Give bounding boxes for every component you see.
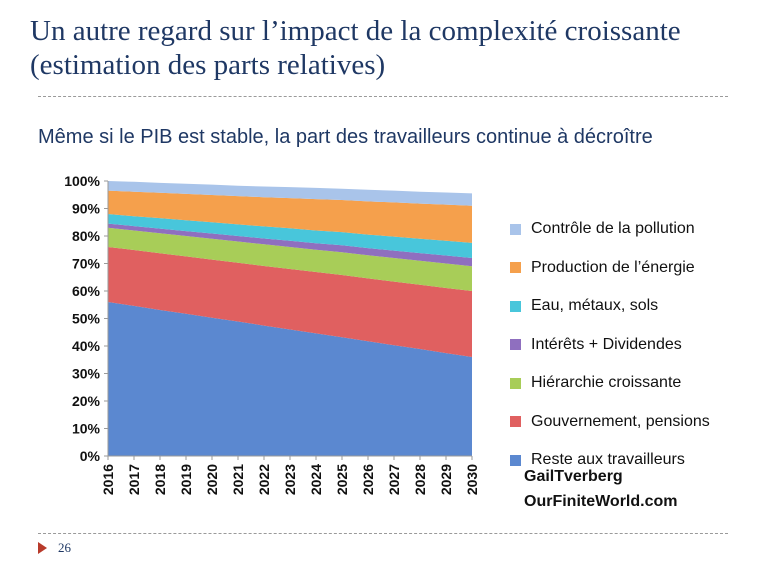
legend-entry: Gouvernement, pensions [510, 403, 760, 442]
legend-swatch [510, 223, 521, 235]
y-tick-label: 70% [72, 256, 101, 272]
x-tick-label: 2024 [308, 464, 324, 495]
page-number: 26 [58, 540, 71, 555]
y-tick-label: 0% [80, 448, 101, 464]
credit-author: GailTverberg [524, 468, 623, 485]
legend-entry: Eau, métaux, sols [510, 287, 760, 326]
axis-layer: 0% 10% 20% 30% 40% 50% 60% 70% 80% 90% 100% 2016 201… [64, 173, 480, 495]
y-tick-label: 90% [72, 201, 101, 217]
area-series-7 [108, 181, 472, 206]
area-layer [108, 181, 472, 456]
legend-label: Intérêts + Dividendes [531, 335, 682, 353]
x-tick-label: 2022 [256, 464, 272, 495]
footer-divider [38, 533, 728, 534]
y-tick-label: 40% [72, 338, 101, 354]
x-tick-label: 2023 [282, 464, 298, 495]
x-tick-label: 2027 [386, 464, 402, 495]
slide-title: Un autre regard sur l’impact de la compl… [30, 15, 681, 81]
x-tick-label: 2018 [152, 464, 168, 495]
legend-swatch [510, 454, 521, 466]
legend-swatch [510, 262, 521, 274]
legend-swatch [510, 416, 521, 428]
y-tick-label: 50% [72, 311, 101, 327]
x-tick-label: 2026 [360, 464, 376, 495]
legend-label: Hiérarchie croissante [531, 374, 682, 392]
title-divider [38, 96, 728, 97]
area-series-6 [108, 190, 472, 243]
legend-entry: Intérêts + Dividendes [510, 326, 760, 365]
legend-label: Production de l’énergie [531, 258, 695, 276]
legend-swatch [510, 300, 521, 312]
area-series-2 [108, 247, 472, 357]
legend-entry: Production de l’énergie [510, 249, 760, 288]
legend-entry: Reste aux travailleurs [510, 441, 760, 480]
area-series-3 [108, 227, 472, 291]
y-tick-label: 80% [72, 228, 101, 244]
credit-site: OurFiniteWorld.com [524, 493, 678, 510]
page-marker-icon [38, 542, 47, 554]
y-tick-label: 10% [72, 421, 101, 437]
x-tick-label: 2019 [178, 464, 194, 495]
legend-entry: Hiérarchie croissante [510, 364, 760, 403]
area-series-4 [108, 223, 472, 267]
x-tick-label: 2029 [438, 464, 454, 495]
x-tick-label: 2017 [126, 464, 142, 495]
legend-label: Contrôle de la pollution [531, 220, 695, 238]
chart-title: Même si le PIB est stable, la part des t… [38, 126, 653, 148]
y-tick-label: 20% [72, 393, 101, 409]
x-tick-label: 2016 [100, 464, 116, 495]
area-series-5 [108, 214, 472, 258]
legend-entry: Contrôle de la pollution [510, 210, 760, 249]
x-tick-label: 2030 [464, 464, 480, 495]
area-series-1 [108, 302, 472, 456]
legend-swatch [510, 377, 521, 389]
legend-label: Reste aux travailleurs [531, 451, 685, 469]
legend-label: Eau, métaux, sols [531, 297, 659, 315]
y-tick-label: 30% [72, 366, 101, 382]
y-tick-label: 60% [72, 283, 101, 299]
x-tick-label: 2028 [412, 464, 428, 495]
y-tick-label: 100% [64, 173, 100, 189]
x-tick-label: 2021 [230, 464, 246, 495]
legend-swatch [510, 339, 521, 351]
chart-legend: Contrôle de la pollution Production de l’… [510, 210, 760, 480]
legend-label: Gouvernement, pensions [531, 412, 710, 430]
x-tick-label: 2025 [334, 464, 350, 495]
x-tick-label: 2020 [204, 464, 220, 495]
